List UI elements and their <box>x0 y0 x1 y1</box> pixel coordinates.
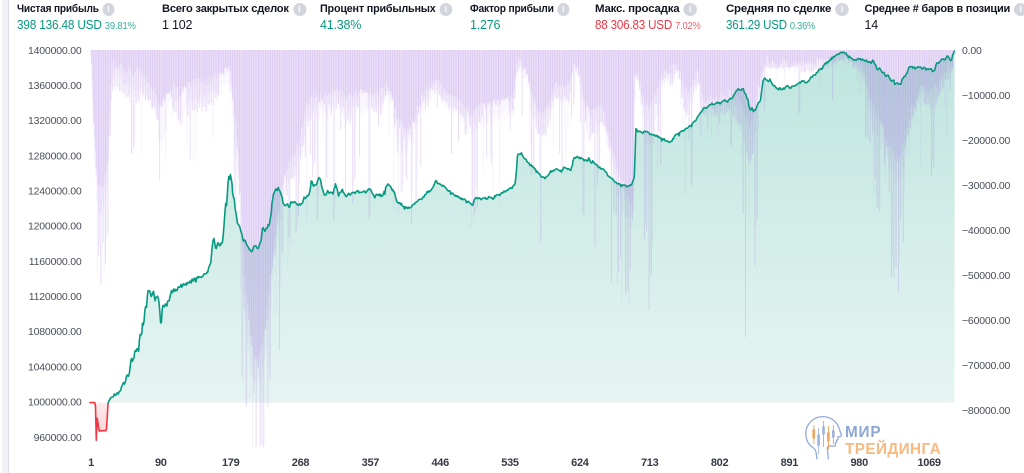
svg-text:802: 802 <box>711 457 729 469</box>
svg-text:1069: 1069 <box>917 457 940 469</box>
svg-text:535: 535 <box>501 457 519 469</box>
svg-text:179: 179 <box>222 457 240 469</box>
svg-text:357: 357 <box>362 457 380 469</box>
svg-text:−20000.00: −20000.00 <box>962 135 1010 147</box>
svg-text:−80000.00: −80000.00 <box>962 405 1010 417</box>
svg-text:1: 1 <box>88 457 94 469</box>
svg-text:0.00: 0.00 <box>962 45 982 57</box>
svg-text:1360000.00: 1360000.00 <box>28 80 82 92</box>
svg-text:1160000.00: 1160000.00 <box>29 256 82 268</box>
svg-text:980: 980 <box>850 457 868 469</box>
svg-text:268: 268 <box>292 457 310 469</box>
svg-text:624: 624 <box>571 457 590 469</box>
svg-text:1200000.00: 1200000.00 <box>28 221 82 233</box>
svg-text:1040000.00: 1040000.00 <box>28 361 82 373</box>
svg-text:891: 891 <box>781 457 799 469</box>
svg-text:−30000.00: −30000.00 <box>962 180 1010 192</box>
svg-text:1000000.00: 1000000.00 <box>28 397 82 409</box>
svg-text:1080000.00: 1080000.00 <box>28 326 82 338</box>
svg-text:МИР: МИР <box>845 424 881 441</box>
svg-text:−70000.00: −70000.00 <box>962 360 1010 372</box>
svg-text:−10000.00: −10000.00 <box>962 90 1010 102</box>
svg-text:ТРЕЙДИНГА: ТРЕЙДИНГА <box>845 440 941 458</box>
svg-text:713: 713 <box>641 457 659 469</box>
svg-text:960000.00: 960000.00 <box>34 432 82 444</box>
svg-text:−60000.00: −60000.00 <box>962 315 1010 327</box>
svg-text:1280000.00: 1280000.00 <box>28 150 82 162</box>
svg-text:−40000.00: −40000.00 <box>962 225 1010 237</box>
svg-text:1320000.00: 1320000.00 <box>28 115 82 127</box>
svg-text:446: 446 <box>431 457 449 469</box>
svg-text:90: 90 <box>155 457 167 469</box>
svg-text:−50000.00: −50000.00 <box>962 270 1010 282</box>
svg-text:1120000.00: 1120000.00 <box>29 291 82 303</box>
svg-text:1240000.00: 1240000.00 <box>28 186 82 198</box>
svg-text:1400000.00: 1400000.00 <box>28 45 82 57</box>
